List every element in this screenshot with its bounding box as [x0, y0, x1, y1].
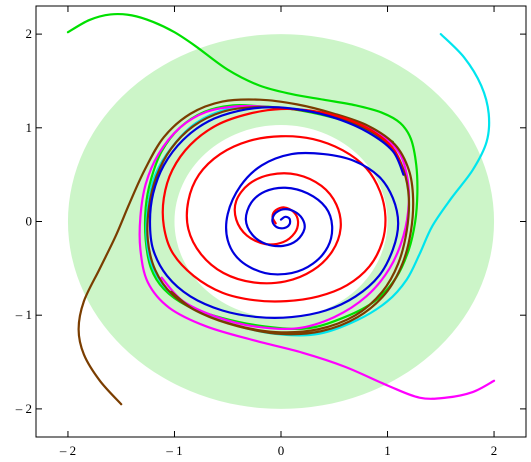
- y-tick-label: 2: [26, 26, 33, 41]
- y-tick-label: – 2: [15, 401, 32, 416]
- series-line-6: [148, 106, 405, 319]
- axis-tick-labels: – 2 – 1 0 1 2 – 2 – 1 0 1 2: [15, 26, 498, 458]
- x-tick-label: 1: [384, 443, 391, 458]
- x-tick-label: 0: [278, 443, 285, 458]
- trajectory-series-group: [66, 12, 496, 406]
- x-tick-label: – 1: [165, 443, 182, 458]
- annulus-region: [67, 34, 495, 409]
- y-tick-label: 1: [26, 120, 33, 135]
- y-tick-label: – 1: [15, 307, 32, 322]
- shaded-annulus: [67, 34, 495, 409]
- series-line-3: [138, 104, 496, 400]
- series-line-5: [161, 107, 405, 303]
- axis-ticks: [36, 6, 526, 437]
- y-tick-label: 0: [26, 214, 33, 229]
- x-tick-label: – 2: [59, 443, 76, 458]
- x-tick-label: 2: [491, 443, 498, 458]
- series-line-4: [77, 98, 415, 406]
